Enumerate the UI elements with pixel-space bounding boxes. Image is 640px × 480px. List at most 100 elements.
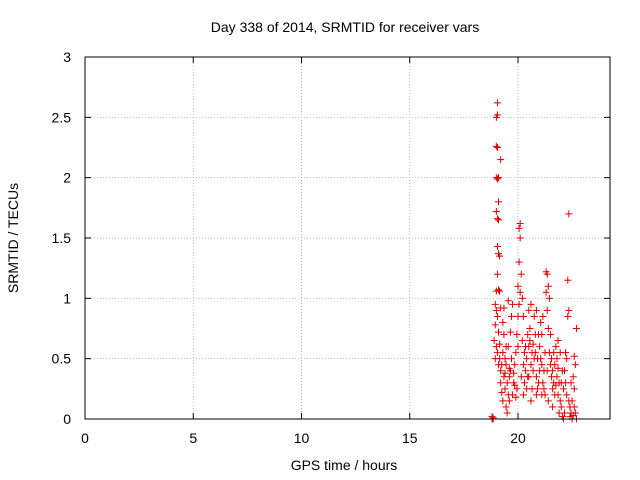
data-point — [544, 325, 552, 332]
data-points — [488, 99, 580, 423]
y-tick-label: 0 — [63, 411, 71, 427]
data-point — [539, 379, 547, 387]
data-point — [535, 331, 543, 339]
data-point — [492, 207, 500, 215]
data-point — [559, 385, 567, 393]
data-point — [570, 352, 578, 360]
data-point — [516, 234, 524, 242]
data-point — [497, 156, 505, 164]
data-point — [501, 369, 509, 377]
data-point — [503, 409, 511, 417]
data-point — [532, 373, 540, 381]
data-point — [506, 328, 514, 336]
data-point — [515, 258, 523, 266]
data-point — [544, 282, 552, 290]
data-point — [572, 325, 580, 332]
data-point — [531, 349, 539, 357]
chart-title: Day 338 of 2014, SRMTID for receiver var… — [211, 19, 479, 35]
data-point — [563, 355, 571, 363]
data-point — [543, 270, 551, 278]
data-point — [539, 312, 547, 320]
data-point — [493, 144, 501, 151]
data-point — [565, 306, 573, 314]
data-point — [564, 276, 572, 284]
plot-frame — [84, 56, 611, 420]
tick-labels: 0 5 10 15 20 0 0.5 1 1.5 2 2.5 3 — [52, 49, 526, 446]
data-point — [495, 216, 503, 224]
data-point — [513, 331, 521, 339]
data-point — [519, 391, 527, 399]
data-point — [522, 343, 530, 351]
data-point — [536, 343, 544, 351]
data-point — [495, 198, 503, 206]
data-point — [502, 403, 510, 411]
data-point — [552, 343, 560, 351]
data-point — [493, 175, 501, 183]
data-point — [495, 174, 503, 182]
data-point — [524, 331, 532, 339]
data-point — [518, 337, 526, 345]
data-point — [507, 355, 515, 363]
data-point — [492, 142, 500, 150]
data-point — [517, 373, 525, 381]
data-point — [565, 210, 573, 218]
data-point — [497, 367, 505, 375]
data-point — [527, 361, 535, 369]
data-point — [502, 343, 510, 351]
data-point — [525, 306, 533, 314]
data-point — [546, 331, 554, 339]
data-point — [543, 367, 551, 375]
data-point — [549, 403, 557, 411]
data-point — [493, 242, 501, 250]
data-point — [493, 215, 501, 223]
data-point — [557, 403, 565, 411]
data-point — [501, 385, 509, 393]
data-point — [515, 300, 523, 308]
data-point — [564, 312, 572, 320]
data-point — [497, 379, 505, 387]
y-tick-label: 1 — [63, 290, 71, 306]
data-point — [525, 373, 533, 381]
data-point — [522, 367, 530, 375]
data-point — [558, 367, 566, 375]
data-point — [499, 318, 507, 326]
data-point — [554, 391, 562, 399]
data-point — [510, 369, 518, 377]
data-point — [514, 343, 522, 351]
data-point — [545, 294, 553, 302]
data-point — [538, 391, 546, 399]
data-point — [490, 337, 498, 345]
data-point — [511, 361, 519, 369]
x-tick-label: 10 — [294, 430, 310, 446]
data-point — [515, 224, 523, 232]
data-point — [496, 252, 504, 260]
x-tick-label: 20 — [510, 430, 526, 446]
data-point — [509, 300, 517, 308]
data-point — [505, 397, 513, 405]
data-point — [513, 385, 521, 393]
data-point — [493, 270, 501, 278]
data-point — [527, 300, 535, 308]
x-tick-label: 0 — [81, 430, 89, 446]
data-point — [554, 364, 562, 372]
data-point — [496, 340, 504, 348]
data-point — [493, 99, 501, 107]
data-point — [551, 361, 559, 369]
data-point — [500, 331, 508, 339]
data-point — [553, 373, 561, 381]
data-point — [498, 361, 506, 369]
data-point — [504, 297, 512, 305]
data-point — [517, 270, 525, 278]
data-point — [549, 385, 557, 393]
data-point — [529, 367, 537, 375]
data-point — [495, 328, 503, 336]
y-tick-label: 2.5 — [52, 109, 72, 125]
data-point — [505, 373, 513, 381]
data-point — [567, 379, 575, 387]
data-point — [540, 385, 548, 393]
y-tick-label: 1.5 — [52, 230, 72, 246]
data-point — [512, 393, 520, 401]
x-axis-label: GPS time / hours — [291, 457, 398, 473]
data-point — [526, 337, 534, 345]
data-point — [496, 287, 504, 295]
